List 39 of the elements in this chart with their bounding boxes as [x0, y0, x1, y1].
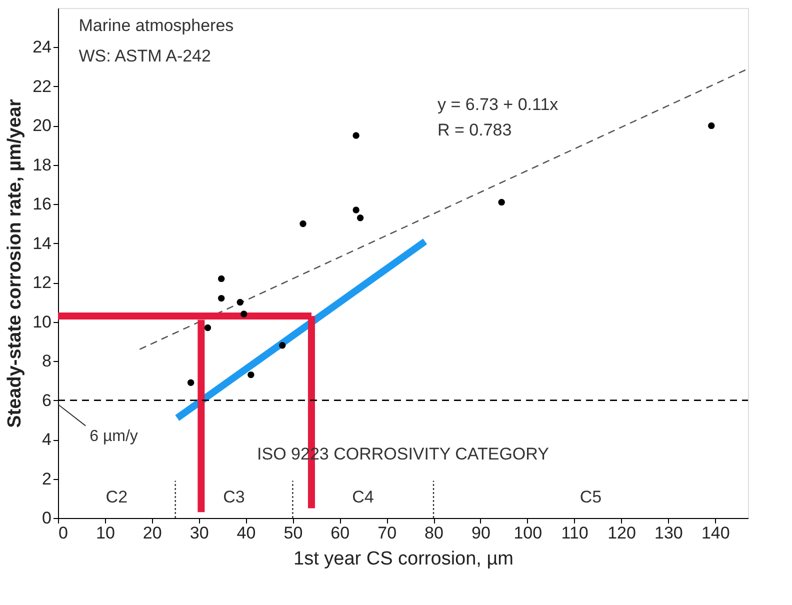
annotation: C3 [223, 488, 245, 507]
y-tick-label: 16 [32, 194, 52, 214]
x-tick-label: 130 [654, 524, 683, 542]
y-tick-label: 24 [32, 38, 52, 57]
y-tick-label: 6 [42, 390, 52, 410]
x-tick-label: 0 [58, 524, 68, 542]
y-tick-label: 10 [32, 312, 52, 332]
x-tick-label: 110 [561, 524, 588, 542]
legend-label: 6 µm/y [90, 428, 138, 446]
annotation: C2 [106, 488, 128, 507]
y-tick-label: 8 [42, 352, 52, 371]
x-tick-label: 40 [236, 524, 256, 542]
y-tick-label: 0 [42, 508, 52, 528]
x-tick-label: 50 [284, 524, 303, 542]
y-tick-label: 14 [32, 234, 52, 253]
y-axis-title: Steady-state corrosion rate, µm/year [4, 98, 26, 428]
x-tick-label: 60 [330, 524, 350, 542]
y-tick-label: 4 [42, 430, 52, 450]
x-tick-label: 10 [96, 524, 115, 542]
y-tick-label: 20 [32, 116, 52, 136]
x-tick-label: 120 [608, 524, 636, 542]
y-tick-label: 2 [42, 469, 52, 488]
x-tick-label: 140 [701, 524, 730, 542]
annotation: C5 [580, 488, 602, 507]
annotation: Marine atmospheres [78, 16, 234, 35]
annotation: WS: ASTM A-242 [78, 46, 211, 66]
x-axis-title: 1st year CS corrosion, µm [293, 548, 514, 570]
x-tick-label: 100 [514, 524, 542, 542]
annotation: R = 0.783 [438, 120, 512, 140]
y-tick-label: 22 [32, 76, 52, 96]
y-tick-label: 12 [32, 273, 52, 292]
annotation: y = 6.73 + 0.11x [438, 94, 559, 114]
x-tick-label: 80 [424, 524, 444, 542]
y-tick-label: 18 [32, 155, 52, 174]
x-tick-label: 20 [142, 524, 162, 542]
annotation: C4 [352, 488, 374, 507]
x-tick-label: 30 [190, 524, 209, 542]
x-tick-label: 90 [471, 524, 490, 542]
x-tick-label: 70 [378, 524, 397, 542]
